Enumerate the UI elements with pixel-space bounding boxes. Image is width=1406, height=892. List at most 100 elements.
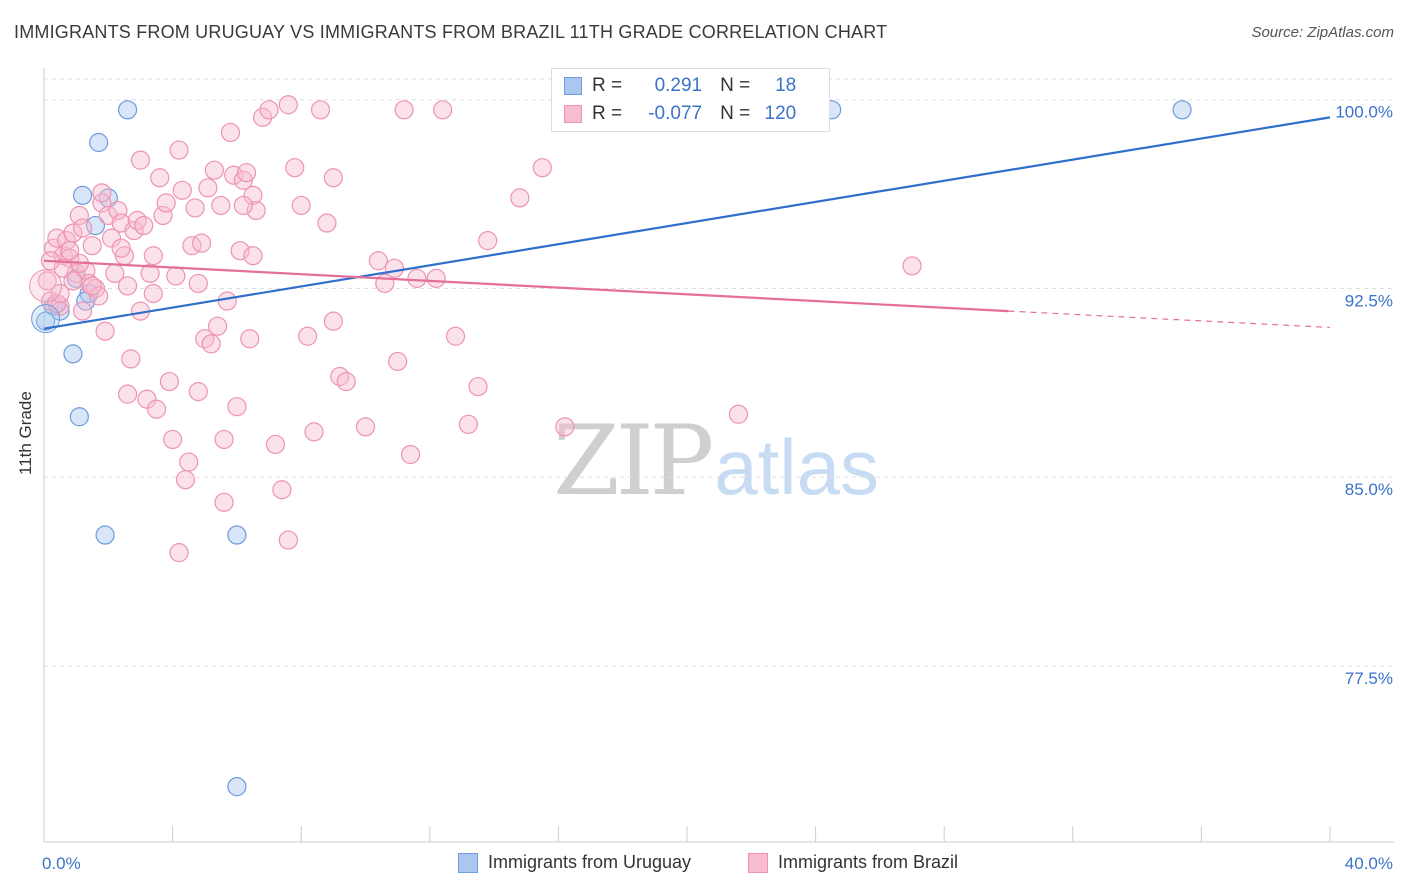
brazil-point bbox=[304, 422, 324, 442]
brazil-point bbox=[233, 195, 253, 216]
brazil-point bbox=[117, 384, 138, 404]
x-tick-label: 0.0% bbox=[42, 854, 81, 873]
brazil-point bbox=[127, 210, 147, 231]
brazil-point bbox=[130, 150, 151, 170]
y-tick-label: 100.0% bbox=[1335, 103, 1393, 122]
brazil-point bbox=[902, 256, 922, 276]
brazil-point bbox=[92, 183, 112, 203]
brazil-point bbox=[89, 286, 109, 306]
brazil-point bbox=[121, 349, 141, 369]
axes bbox=[43, 68, 1394, 843]
brazil-point bbox=[285, 158, 305, 178]
scatter-points bbox=[29, 95, 1192, 797]
brazil-point bbox=[323, 168, 343, 188]
brazil-point bbox=[191, 233, 212, 253]
brazil-point bbox=[217, 291, 237, 311]
correlation-legend: R = 0.291 N = 18 R = -0.077 N = 120 bbox=[551, 68, 830, 132]
brazil-point bbox=[317, 213, 337, 233]
chart-title: IMMIGRANTS FROM URUGUAY VS IMMIGRANTS FR… bbox=[14, 22, 888, 42]
brazil-swatch bbox=[564, 105, 582, 123]
brazil-point bbox=[278, 95, 298, 115]
brazil-point bbox=[243, 246, 263, 266]
brazil-point bbox=[188, 382, 208, 402]
brazil-point bbox=[101, 228, 122, 248]
brazil-point bbox=[214, 492, 234, 512]
watermark-zip: ZIP bbox=[553, 405, 714, 517]
brazil-point bbox=[278, 530, 298, 550]
uruguay-point bbox=[36, 311, 56, 331]
uruguay-point bbox=[227, 525, 247, 545]
brazil-point bbox=[60, 241, 80, 261]
brazil-point bbox=[236, 163, 257, 183]
brazil-point bbox=[29, 269, 63, 303]
brazil-point bbox=[166, 266, 186, 286]
brazil-n-label: N = bbox=[720, 103, 751, 124]
y-tick-label: 92.5% bbox=[1345, 291, 1393, 310]
brazil-point bbox=[188, 273, 208, 294]
brazil-point bbox=[532, 158, 552, 178]
brazil-point bbox=[220, 122, 241, 143]
legend-row-uruguay: R = 0.291 N = 18 bbox=[564, 73, 796, 99]
brazil-point bbox=[445, 326, 466, 346]
brazil-point bbox=[172, 180, 192, 200]
uruguay-swatch bbox=[564, 77, 582, 95]
tick-labels: 100.0% 92.5% 85.0% 77.5% 0.0% 40.0% bbox=[42, 103, 1393, 873]
y-tick-label: 77.5% bbox=[1345, 669, 1393, 688]
brazil-point bbox=[407, 268, 427, 288]
brazil-point bbox=[108, 200, 128, 221]
brazil-point bbox=[272, 480, 292, 500]
brazil-point bbox=[478, 231, 498, 251]
brazil-point bbox=[37, 271, 57, 291]
brazil-r-label: R = bbox=[592, 103, 623, 124]
uruguay-r-value: 0.291 bbox=[654, 75, 703, 96]
watermark: ZIPatlas bbox=[553, 405, 879, 517]
brazil-point bbox=[72, 218, 93, 238]
uruguay-point bbox=[72, 185, 93, 205]
uruguay-point bbox=[89, 132, 109, 153]
legend-row-brazil: R = -0.077 N = 120 bbox=[564, 101, 796, 127]
brazil-point bbox=[227, 397, 247, 417]
uruguay-point bbox=[31, 304, 61, 334]
brazil-point bbox=[163, 429, 183, 450]
uruguay-point bbox=[66, 268, 86, 288]
uruguay-n-label: N = bbox=[720, 75, 751, 96]
uruguay-point bbox=[63, 344, 83, 364]
brazil-point bbox=[259, 100, 279, 120]
brazil-point bbox=[198, 178, 218, 198]
brazil-point bbox=[137, 389, 157, 409]
uruguay-point bbox=[227, 777, 247, 797]
brazil-point bbox=[728, 404, 749, 424]
uruguay-trend-line bbox=[43, 116, 1331, 330]
brazil-point bbox=[458, 414, 478, 434]
trend-lines bbox=[43, 116, 1331, 330]
brazil-point bbox=[243, 185, 263, 205]
brazil-point bbox=[433, 100, 453, 120]
brazil-point bbox=[336, 371, 356, 392]
brazil-point bbox=[214, 429, 234, 450]
bottom-legend-brazil: Immigrants from Brazil bbox=[748, 852, 958, 873]
brazil-point bbox=[253, 107, 273, 127]
bottom-legend-uruguay: Immigrants from Uruguay bbox=[458, 852, 691, 873]
brazil-point bbox=[146, 399, 167, 419]
brazil-point bbox=[195, 329, 215, 349]
brazil-r-value: -0.077 bbox=[648, 103, 703, 124]
brazil-point bbox=[111, 238, 131, 258]
brazil-point bbox=[246, 200, 266, 221]
brazil-point bbox=[143, 283, 163, 304]
brazil-point bbox=[291, 195, 311, 216]
brazil-point bbox=[211, 195, 231, 216]
brazil-point bbox=[201, 334, 221, 354]
y-axis-label: 11th Grade bbox=[16, 391, 35, 475]
brazil-point bbox=[117, 276, 138, 296]
uruguay-n-value: 18 bbox=[775, 75, 797, 96]
brazil-point bbox=[555, 417, 575, 437]
uruguay-point bbox=[117, 100, 138, 120]
brazil-trend-line bbox=[43, 259, 1009, 313]
brazil-point bbox=[265, 434, 286, 455]
brazil-point bbox=[400, 444, 421, 465]
uruguay-legend-label: Immigrants from Uruguay bbox=[488, 852, 692, 872]
brazil-point bbox=[175, 470, 196, 490]
brazil-point bbox=[384, 258, 405, 278]
source-label: Source: ZipAtlas.com bbox=[1251, 24, 1394, 41]
brazil-point bbox=[153, 205, 173, 226]
